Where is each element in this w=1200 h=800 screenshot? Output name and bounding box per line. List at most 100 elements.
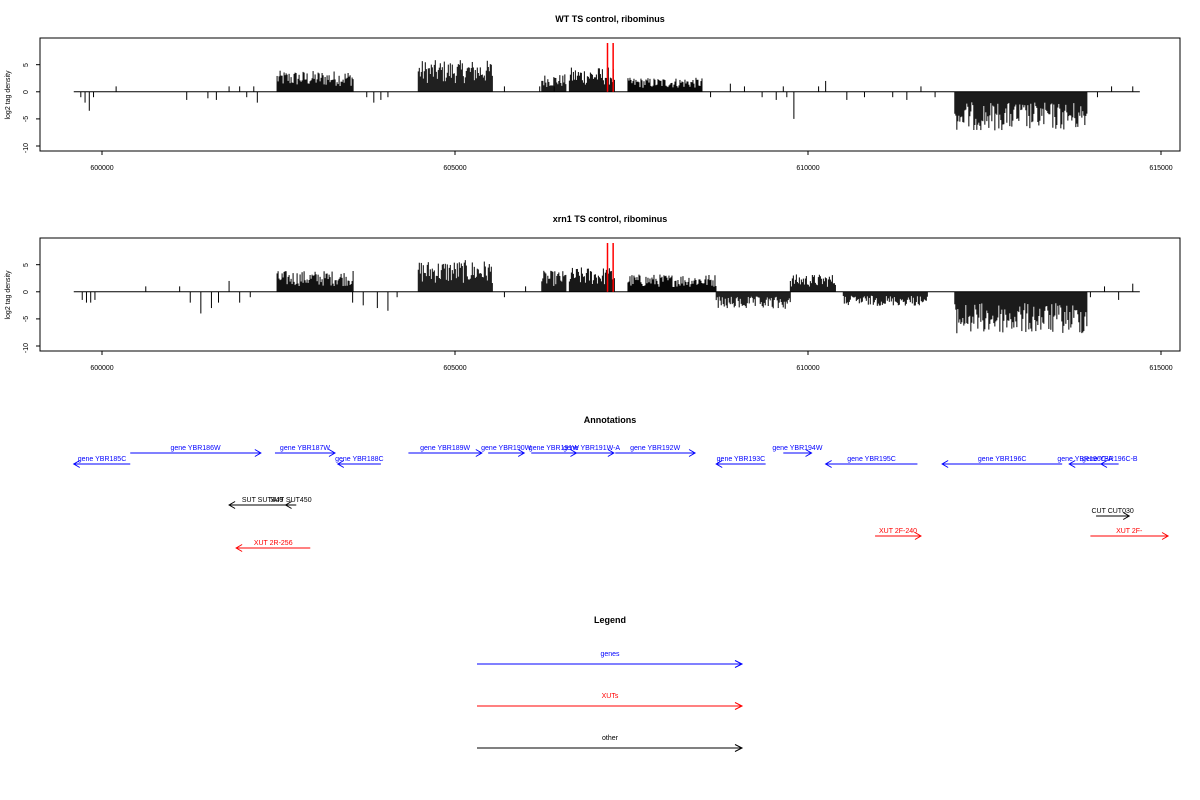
annotation-arrowhead: [254, 449, 262, 457]
annotation-gene: gene YBR189W: [408, 445, 483, 457]
annotation-label: XUT 2F-240: [879, 528, 917, 535]
legend-title: Legend: [594, 615, 626, 625]
panel-xrn1-ytick: -5: [23, 316, 30, 322]
annotation-gene: gene YBR194W: [772, 445, 823, 457]
legend-label: genes: [600, 651, 620, 658]
panel-wt-ylabel: log2 tag density: [5, 70, 12, 120]
annotation-label: XUT 2R-256: [254, 540, 293, 547]
annotation-xut: XUT 2F-: [1090, 528, 1170, 540]
annotations-title: Annotations: [584, 415, 637, 425]
annotation-label: gene YBR196C-A: [1057, 456, 1113, 463]
annotation-arrowhead: [228, 501, 236, 509]
legend: Legend genes XUTs other: [477, 615, 744, 752]
legend-item: genes: [477, 651, 744, 668]
panel-xrn1-xtick: 615000: [1149, 365, 1172, 372]
annotation-label: gene YBR187W: [280, 445, 330, 452]
annotation-xut: XUT 2F-240: [875, 528, 922, 540]
annotation-arrowhead: [72, 460, 81, 468]
annotation-arrowhead: [688, 449, 697, 457]
panel-wt: WT TS control, ribominus log2 tag densit…: [5, 14, 1181, 172]
panel-wt-x-axis: 600000 605000 610000 615000: [90, 165, 1172, 172]
annotation-arrowhead: [517, 449, 526, 457]
legend-label: other: [602, 735, 619, 742]
annotation-label: gene YBR190W: [481, 445, 531, 452]
panel-wt-xtick: 615000: [1149, 165, 1172, 172]
annotation-arrowhead: [475, 449, 483, 457]
annotation-arrowhead: [914, 532, 922, 540]
panel-xrn1-frame: [39, 237, 1181, 352]
legend-label: XUTs: [602, 693, 619, 700]
panel-wt-ytick: 0: [23, 90, 30, 94]
annotation-label: CUT CUT030: [1091, 508, 1133, 515]
annotation-arrowhead: [824, 460, 832, 468]
annotation-label: gene YBR194W: [772, 445, 822, 452]
panel-xrn1-y-axis: -10 -5 0 5: [23, 263, 30, 353]
legend-arrowhead: [734, 744, 744, 752]
panel-xrn1-bars: [36, 243, 1162, 355]
annotation-gene: gene YBR186W: [130, 445, 262, 457]
annotation-label: SUT SUT449: [242, 497, 284, 504]
annotation-arrowhead: [1161, 532, 1170, 540]
annotation-gene: gene YBR195C: [824, 456, 918, 468]
panel-wt-xtick: 610000: [796, 165, 819, 172]
annotation-label: gene YBR196C: [978, 456, 1027, 463]
panel-wt-xtick: 600000: [90, 165, 113, 172]
annotation-features: gene YBR185C gene YBR186W gene YBR187W gene…: [72, 445, 1170, 552]
annotation-gene: gene YBR192W: [615, 445, 697, 457]
panel-wt-y-axis: -10 -5 0 5: [23, 63, 30, 153]
annotation-label: gene YBR193C: [717, 456, 766, 463]
annotation-arrowhead: [805, 449, 813, 457]
annotation-gene: gene YBR187W: [274, 445, 336, 457]
legend-item: XUTs: [477, 693, 744, 710]
annotation-arrowhead: [336, 460, 345, 468]
annotation-label: gene YBR196C-B: [1082, 456, 1138, 463]
annotation-arrowhead: [328, 449, 336, 457]
panel-wt-title: WT TS control, ribominus: [555, 14, 665, 24]
annotation-label: SUT SUT450: [270, 497, 312, 504]
panel-xrn1-ytick: 0: [23, 290, 30, 294]
annotation-arrowhead: [1099, 460, 1108, 468]
panel-xrn1-title: xrn1 TS control, ribominus: [553, 214, 668, 224]
panel-xrn1: xrn1 TS control, ribominus log2 tag dens…: [5, 214, 1181, 372]
annotation-gene: gene YBR196C: [941, 456, 1063, 468]
annotation-other: SUT SUT450: [270, 497, 312, 509]
annotation-gene: gene YBR196C-A: [1057, 456, 1113, 468]
annotation-label: gene YBR195C: [847, 456, 896, 463]
legend-item: other: [477, 735, 744, 752]
panel-xrn1-ylabel: log2 tag density: [5, 270, 12, 320]
annotation-label: gene YBR191W-A: [563, 445, 620, 452]
annotation-xut: XUT 2R-256: [235, 540, 311, 552]
panel-wt-ytick: -10: [23, 143, 30, 153]
panel-xrn1-xtick: 605000: [443, 365, 466, 372]
panel-wt-xtick: 605000: [443, 165, 466, 172]
panel-wt-ytick: -5: [23, 116, 30, 122]
annotation-label: gene YBR191W: [529, 445, 579, 452]
annotation-label: gene YBR185C: [78, 456, 127, 463]
annotation-label: XUT 2F-: [1116, 528, 1143, 535]
annotation-gene: gene YBR190W: [481, 445, 532, 457]
annotation-arrowhead: [1068, 460, 1076, 468]
annotation-arrowhead: [941, 460, 949, 468]
panel-xrn1-ytick: 5: [23, 263, 30, 267]
legend-arrowhead: [734, 660, 744, 668]
annotation-label: gene YBR192W: [630, 445, 680, 452]
annotation-gene: gene YBR193C: [715, 456, 766, 468]
annotation-gene: gene YBR191W-A: [563, 445, 620, 457]
annotation-arrowhead: [607, 449, 615, 457]
annotation-arrowhead: [715, 460, 723, 468]
panel-wt-frame: [39, 37, 1181, 152]
annotation-gene: gene YBR185C: [72, 456, 131, 468]
annotation-gene: gene YBR188C: [335, 456, 384, 468]
panel-xrn1-xtick: 600000: [90, 365, 113, 372]
panel-wt-ytick: 5: [23, 63, 30, 67]
panel-wt-bars: [36, 43, 1162, 155]
annotation-other: CUT CUT030: [1091, 508, 1134, 520]
legend-items: genes XUTs other: [477, 651, 744, 752]
panel-xrn1-x-axis: 600000 605000 610000 615000: [90, 365, 1172, 372]
annotation-label: gene YBR186W: [171, 445, 221, 452]
annotation-label: gene YBR188C: [335, 456, 384, 463]
annotation-arrowhead: [1122, 512, 1131, 520]
panel-xrn1-ytick: -10: [23, 343, 30, 353]
annotation-gene: gene YBR196C-B: [1082, 456, 1138, 468]
